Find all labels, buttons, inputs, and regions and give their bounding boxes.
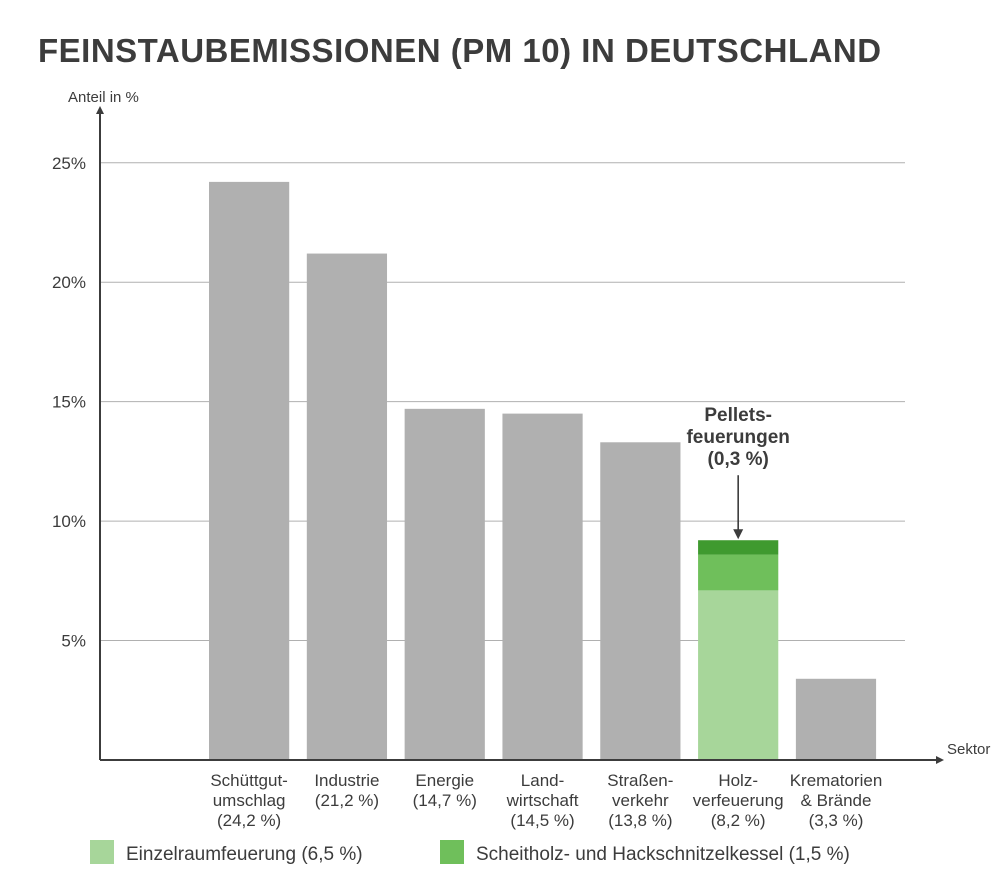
y-tick-label: 10% [52, 512, 86, 531]
x-label-strassenverkehr-line-2: (13,8 %) [608, 811, 672, 830]
x-label-krematorien-line-1: & Brände [801, 791, 872, 810]
legend-swatch-einzelraum [90, 840, 114, 864]
x-label-energie-line-0: Energie [415, 771, 474, 790]
bar-industrie-seg-0 [307, 254, 387, 760]
x-label-schuettgut-line-0: Schüttgut- [210, 771, 288, 790]
y-axis-label: Anteil in % [68, 89, 139, 106]
x-label-holzverfeuerung-line-2: (8,2 %) [711, 811, 766, 830]
x-label-krematorien-line-0: Krematorien [790, 771, 883, 790]
x-label-industrie-line-1: (21,2 %) [315, 791, 379, 810]
legend-text-einzelraum: Einzelraumfeuerung (6,5 %) [126, 844, 363, 865]
x-label-landwirtschaft-line-1: wirtschaft [506, 791, 579, 810]
callout-text-line-2: (0,3 %) [708, 449, 769, 470]
x-label-industrie-line-0: Industrie [314, 771, 379, 790]
x-axis-label: Sektor [947, 741, 990, 758]
bar-landwirtschaft-seg-0 [502, 414, 582, 760]
x-label-landwirtschaft-line-0: Land- [521, 771, 564, 790]
x-label-schuettgut-line-2: (24,2 %) [217, 811, 281, 830]
y-tick-label: 15% [52, 393, 86, 412]
y-tick-label: 25% [52, 154, 86, 173]
x-label-holzverfeuerung-line-0: Holz- [718, 771, 758, 790]
bar-schuettgut-seg-0 [209, 182, 289, 760]
legend-swatch-scheitholz [440, 840, 464, 864]
legend-text-scheitholz: Scheitholz- und Hackschnitzelkessel (1,5… [476, 844, 850, 865]
x-label-strassenverkehr-line-1: verkehr [612, 791, 669, 810]
y-tick-label: 5% [61, 632, 86, 651]
callout-text-line-1: feuerungen [686, 427, 789, 448]
chart-container: FEINSTAUBEMISSIONEN (PM 10) IN DEUTSCHLA… [0, 0, 1000, 895]
x-label-holzverfeuerung-line-1: verfeuerung [693, 791, 784, 810]
x-label-strassenverkehr-line-0: Straßen- [607, 771, 673, 790]
bar-energie-seg-0 [405, 409, 485, 760]
bar-strassenverkehr-seg-0 [600, 442, 680, 760]
x-label-energie-line-1: (14,7 %) [413, 791, 477, 810]
bar-chart: FEINSTAUBEMISSIONEN (PM 10) IN DEUTSCHLA… [0, 0, 1000, 895]
x-label-schuettgut-line-1: umschlag [213, 791, 286, 810]
chart-title: FEINSTAUBEMISSIONEN (PM 10) IN DEUTSCHLA… [38, 32, 882, 69]
x-label-landwirtschaft-line-2: (14,5 %) [510, 811, 574, 830]
bar-krematorien-seg-0 [796, 679, 876, 760]
y-tick-label: 20% [52, 273, 86, 292]
bar-holzverfeuerung-seg-0 [698, 590, 778, 760]
bar-holzverfeuerung-seg-1 [698, 555, 778, 591]
bar-holzverfeuerung-seg-2 [698, 540, 778, 554]
callout-text-line-0: Pellets- [704, 405, 772, 426]
x-label-krematorien-line-2: (3,3 %) [809, 811, 864, 830]
